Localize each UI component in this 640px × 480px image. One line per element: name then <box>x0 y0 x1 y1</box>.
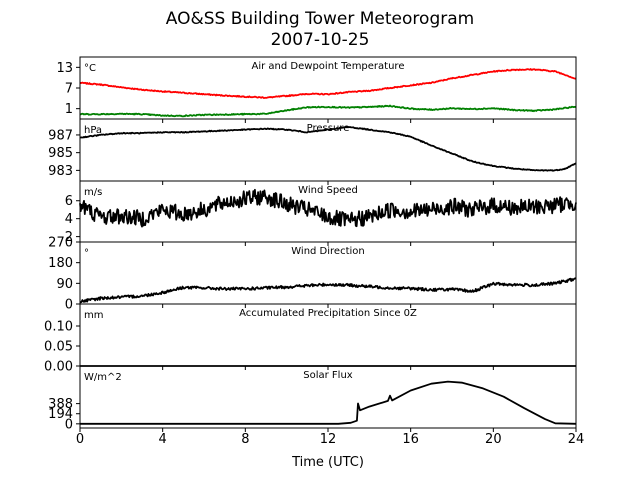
panel-title-pres: Pressure <box>307 123 350 134</box>
y-tick-label-wdir-2: 180 <box>48 256 73 271</box>
x-tick-label-0: 0 <box>76 432 84 447</box>
y-tick-label-solar-2: 388 <box>48 397 73 412</box>
y-tick-label-wdir-3: 270 <box>48 236 73 251</box>
y-tick-label-precip-1: 0.05 <box>44 340 73 355</box>
unit-label-solar: W/m^2 <box>84 372 122 383</box>
x-tick-label-2: 8 <box>241 432 249 447</box>
panel-title-wspd: Wind Speed <box>298 185 358 196</box>
x-tick-label-4: 16 <box>402 432 419 447</box>
x-axis-label: Time (UTC) <box>291 455 364 470</box>
panel-title-solar: Solar Flux <box>303 370 353 381</box>
unit-label-wspd: m/s <box>84 187 102 198</box>
x-tick-label-6: 24 <box>568 432 585 447</box>
y-tick-label-precip-0: 0.00 <box>44 360 73 375</box>
unit-label-temp: °C <box>84 63 96 74</box>
panel-pres: 983 985 987 hPa Pressure <box>48 118 577 185</box>
panel-title-wdir: Wind Direction <box>291 246 365 257</box>
panel-title-temp: Air and Dewpoint Temperature <box>252 61 405 72</box>
y-tick-label-wdir-0: 0 <box>65 298 73 313</box>
chart-title: AO&SS Building Tower Meteorogram <box>166 9 474 29</box>
y-tick-label-temp-1: 7 <box>65 82 73 97</box>
x-axis: 0 4 8 12 16 20 24 <box>76 432 584 447</box>
x-tick-label-1: 4 <box>159 432 167 447</box>
y-tick-label-solar-0: 0 <box>65 417 73 432</box>
series-line-wdir-0 <box>79 277 577 304</box>
panel-title-precip: Accumulated Precipitation Since 0Z <box>239 308 417 319</box>
y-tick-label-wspd-2: 6 <box>65 194 73 209</box>
y-tick-label-wspd-1: 4 <box>65 212 73 227</box>
series-line-temp-0 <box>79 68 577 99</box>
y-tick-label-pres-0: 983 <box>48 164 73 179</box>
series-line-wspd-0 <box>79 188 577 228</box>
y-tick-label-wdir-1: 90 <box>56 277 73 292</box>
x-tick-label-3: 12 <box>320 432 337 447</box>
y-tick-label-precip-2: 0.10 <box>44 320 73 335</box>
panels: 1 7 13 °C Air and Dewpoint Temperature 983 985… <box>44 56 577 432</box>
series-line-solar-0 <box>80 380 577 425</box>
y-tick-label-temp-0: 1 <box>65 102 73 117</box>
y-tick-label-temp-2: 13 <box>56 61 73 76</box>
chart-subtitle: 2007-10-25 <box>271 30 370 50</box>
y-tick-label-wspd-0: 2 <box>65 230 73 245</box>
y-tick-label-pres-2: 987 <box>48 128 73 143</box>
y-tick-label-pres-1: 985 <box>48 146 73 161</box>
series-line-pres-0 <box>79 125 577 172</box>
unit-label-pres: hPa <box>84 125 102 136</box>
y-tick-label-solar-1: 194 <box>48 407 73 422</box>
unit-label-precip: mm <box>84 310 103 321</box>
x-tick-label-5: 20 <box>485 432 502 447</box>
unit-label-wdir: ° <box>84 248 89 259</box>
series-line-temp-1 <box>79 104 577 118</box>
